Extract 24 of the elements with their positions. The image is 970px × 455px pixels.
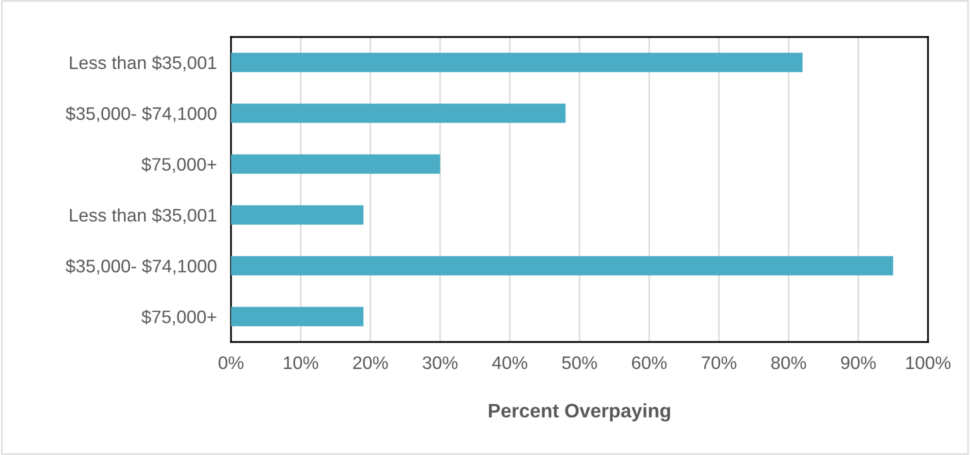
x-tick-label: 50%: [562, 356, 597, 370]
x-tick-label: 100%: [906, 356, 950, 370]
y-tick-label: $75,000+: [142, 157, 216, 173]
y-tick-label: $75,000+: [142, 310, 216, 326]
x-axis-title: Percent Overpaying: [488, 403, 670, 422]
x-tick-label: 0%: [218, 356, 244, 370]
x-tick-label: 60%: [632, 356, 667, 370]
y-tick-label: Less than $35,001: [70, 56, 216, 72]
bar: [231, 256, 894, 276]
bar: [231, 205, 364, 225]
x-tick-label: 10%: [284, 356, 318, 370]
y-tick-label: Less than $35,001: [70, 208, 216, 224]
bar: [231, 154, 440, 174]
y-tick-label: $35,000- $74,1000: [66, 258, 216, 275]
x-tick-label: 90%: [841, 356, 876, 370]
bar: [231, 52, 803, 72]
x-tick-label: 80%: [771, 356, 806, 370]
x-tick-label: 70%: [702, 356, 736, 370]
x-tick-label: 40%: [492, 356, 528, 370]
y-tick-label: $35,000- $74,1000: [66, 106, 216, 122]
x-tick-label: 30%: [422, 356, 458, 370]
bar: [231, 104, 566, 123]
bar: [231, 306, 364, 326]
x-tick-label: 20%: [353, 356, 388, 370]
